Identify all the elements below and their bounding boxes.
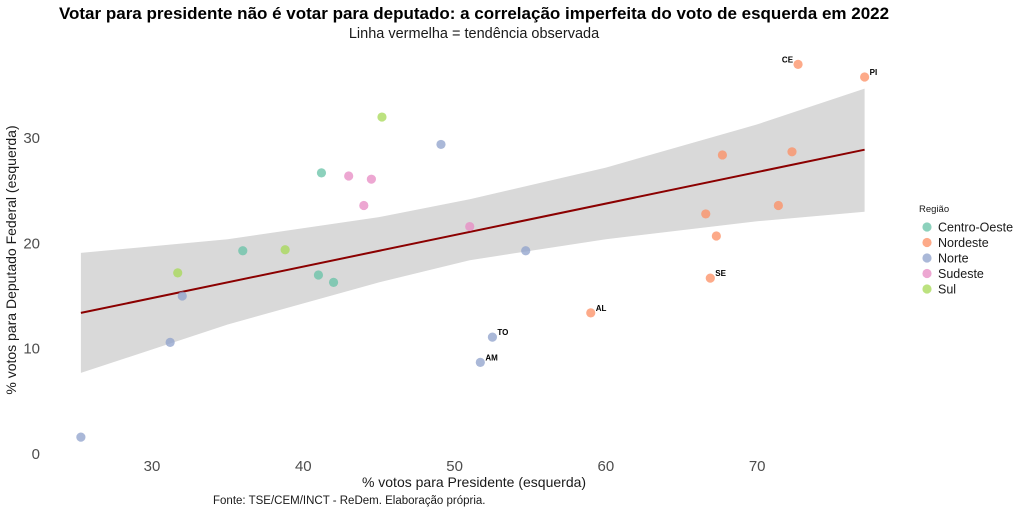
y-tick-label: 0 xyxy=(32,446,40,463)
x-tick-label: 50 xyxy=(446,458,463,475)
data-point xyxy=(313,270,324,280)
legend-label: Nordeste xyxy=(938,236,989,250)
data-point xyxy=(328,277,339,287)
chart-caption: Fonte: TSE/CEM/INCT - ReDem. Elaboração … xyxy=(213,495,485,507)
legend-key-sul xyxy=(922,284,932,294)
data-point xyxy=(377,112,387,122)
legend-label: Sudeste xyxy=(938,267,984,281)
x-axis-ticks: 30 40 50 60 70 xyxy=(144,458,766,475)
point-labels-layer: TO AM AL SE CE PI xyxy=(485,55,877,362)
legend-title: Região xyxy=(919,204,949,215)
data-point xyxy=(787,147,797,157)
y-axis-ticks: 0 10 20 30 xyxy=(23,130,40,463)
data-point xyxy=(344,171,354,181)
legend-label: Norte xyxy=(938,252,969,266)
point-label: TO xyxy=(497,328,508,337)
chart-subtitle: Linha vermelha = tendência observada xyxy=(349,26,600,42)
data-point xyxy=(359,200,369,211)
plot-area: TO AM AL SE CE PI xyxy=(76,55,877,442)
point-label: PI xyxy=(870,68,878,77)
data-point xyxy=(76,432,86,442)
data-point xyxy=(521,246,531,256)
data-point xyxy=(701,209,711,219)
legend-key-norte xyxy=(922,253,932,263)
data-point xyxy=(465,221,475,232)
data-point xyxy=(773,200,783,211)
data-point xyxy=(366,174,376,184)
data-point xyxy=(475,357,485,367)
y-axis-label: % votos para Deputado Federal (esquerda) xyxy=(3,125,19,394)
y-tick-label: 20 xyxy=(23,235,40,252)
point-label: SE xyxy=(715,269,726,278)
data-point xyxy=(793,59,803,69)
x-tick-label: 70 xyxy=(749,458,766,475)
data-point xyxy=(165,337,175,347)
legend-key-centro-oeste xyxy=(922,222,932,232)
data-point xyxy=(487,332,498,342)
data-point xyxy=(586,308,596,318)
x-tick-label: 30 xyxy=(144,458,161,475)
data-point xyxy=(177,291,187,301)
x-tick-label: 40 xyxy=(295,458,312,475)
data-point xyxy=(717,150,728,160)
x-axis-label: % votos para Presidente (esquerda) xyxy=(362,474,586,490)
data-point xyxy=(280,245,290,255)
x-tick-label: 60 xyxy=(598,458,615,475)
chart-title: Votar para presidente não é votar para d… xyxy=(59,4,889,23)
legend-key-sudeste xyxy=(922,268,932,279)
data-point xyxy=(711,231,721,241)
data-point xyxy=(436,139,446,150)
y-tick-label: 30 xyxy=(23,130,40,147)
legend-label: Sul xyxy=(938,283,956,297)
point-label: AM xyxy=(485,353,498,362)
trend-line xyxy=(80,148,865,314)
data-point xyxy=(316,168,327,178)
point-label: CE xyxy=(782,55,794,64)
data-point xyxy=(173,268,183,278)
data-point xyxy=(705,273,715,283)
legend-label: Centro-Oeste xyxy=(938,221,1013,235)
legend-key-nordeste xyxy=(922,237,932,248)
y-tick-label: 10 xyxy=(23,341,40,358)
point-label: AL xyxy=(596,304,607,313)
data-point xyxy=(860,72,870,82)
data-point xyxy=(238,246,248,256)
points-layer xyxy=(76,59,870,442)
